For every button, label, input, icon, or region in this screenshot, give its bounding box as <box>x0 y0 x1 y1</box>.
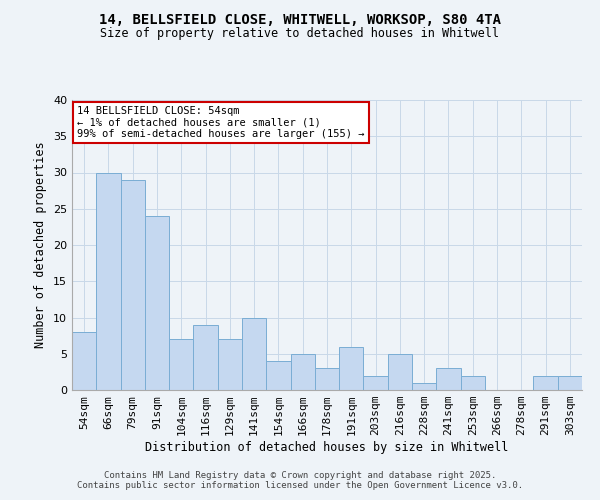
Bar <box>266 361 290 390</box>
Bar <box>242 318 266 390</box>
Bar <box>96 172 121 390</box>
Bar <box>558 376 582 390</box>
Bar <box>388 354 412 390</box>
Text: Contains HM Land Registry data © Crown copyright and database right 2025.
Contai: Contains HM Land Registry data © Crown c… <box>77 470 523 490</box>
Bar <box>533 376 558 390</box>
Bar <box>436 368 461 390</box>
Bar <box>290 354 315 390</box>
Bar <box>364 376 388 390</box>
Bar <box>315 368 339 390</box>
Bar <box>145 216 169 390</box>
Text: 14 BELLSFIELD CLOSE: 54sqm
← 1% of detached houses are smaller (1)
99% of semi-d: 14 BELLSFIELD CLOSE: 54sqm ← 1% of detac… <box>77 106 365 139</box>
Text: 14, BELLSFIELD CLOSE, WHITWELL, WORKSOP, S80 4TA: 14, BELLSFIELD CLOSE, WHITWELL, WORKSOP,… <box>99 12 501 26</box>
X-axis label: Distribution of detached houses by size in Whitwell: Distribution of detached houses by size … <box>145 441 509 454</box>
Bar <box>339 346 364 390</box>
Bar <box>412 383 436 390</box>
Text: Size of property relative to detached houses in Whitwell: Size of property relative to detached ho… <box>101 28 499 40</box>
Bar <box>461 376 485 390</box>
Bar <box>169 339 193 390</box>
Bar <box>218 339 242 390</box>
Y-axis label: Number of detached properties: Number of detached properties <box>34 142 47 348</box>
Bar <box>193 325 218 390</box>
Bar <box>72 332 96 390</box>
Bar <box>121 180 145 390</box>
